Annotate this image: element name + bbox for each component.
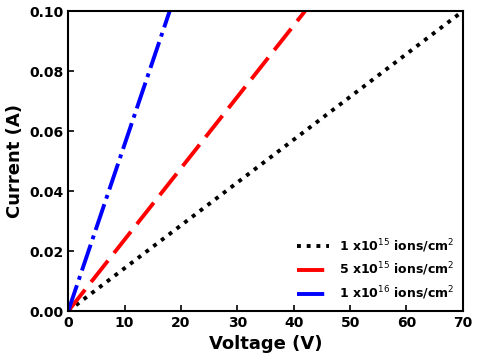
Line: 1 x10$^{15}$ ions/cm$^2$: 1 x10$^{15}$ ions/cm$^2$ (68, 11, 463, 311)
X-axis label: Voltage (V): Voltage (V) (209, 335, 322, 354)
1 x10$^{16}$ ions/cm$^2$ (114, 164, 120, 169)
1 x10$^{16}$ ions/cm$^2$ (114, 166, 120, 171)
5 x10$^{15}$ ions/cm$^2$ (302, 9, 308, 13)
Y-axis label: Current (A): Current (A) (6, 104, 23, 218)
1 x10$^{16}$ ions/cm$^2$ (126, 130, 131, 135)
1 x10$^{15}$ ions/cm$^2$ (300, 130, 306, 135)
1 x10$^{15}$ ions/cm$^2$ (460, 9, 466, 13)
5 x10$^{15}$ ions/cm$^2$ (178, 167, 184, 171)
1 x10$^{15}$ ions/cm$^2$ (389, 63, 394, 67)
5 x10$^{15}$ ions/cm$^2$ (296, 16, 302, 20)
1 x10$^{15}$ ions/cm$^2$ (279, 146, 284, 151)
5 x10$^{15}$ ions/cm$^2$ (260, 63, 265, 67)
1 x10$^{16}$ ions/cm$^2$ (65, 309, 71, 313)
1 x10$^{15}$ ions/cm$^2$ (255, 165, 261, 169)
1 x10$^{16}$ ions/cm$^2$ (167, 9, 173, 13)
Line: 5 x10$^{15}$ ions/cm$^2$: 5 x10$^{15}$ ions/cm$^2$ (68, 11, 305, 311)
5 x10$^{15}$ ions/cm$^2$ (65, 309, 71, 313)
1 x10$^{16}$ ions/cm$^2$ (164, 16, 170, 20)
5 x10$^{15}$ ions/cm$^2$ (194, 146, 199, 151)
Line: 1 x10$^{16}$ ions/cm$^2$: 1 x10$^{16}$ ions/cm$^2$ (68, 11, 170, 311)
Legend: 1 x10$^{15}$ ions/cm$^2$, 5 x10$^{15}$ ions/cm$^2$, 1 x10$^{16}$ ions/cm$^2$: 1 x10$^{15}$ ions/cm$^2$, 5 x10$^{15}$ i… (293, 232, 459, 307)
5 x10$^{15}$ ions/cm$^2$ (206, 130, 212, 135)
1 x10$^{15}$ ions/cm$^2$ (450, 16, 456, 20)
1 x10$^{15}$ ions/cm$^2$ (65, 309, 71, 313)
5 x10$^{15}$ ions/cm$^2$ (179, 165, 185, 169)
1 x10$^{15}$ ions/cm$^2$ (253, 167, 259, 171)
1 x10$^{16}$ ions/cm$^2$ (149, 63, 154, 67)
1 x10$^{16}$ ions/cm$^2$ (120, 146, 126, 151)
